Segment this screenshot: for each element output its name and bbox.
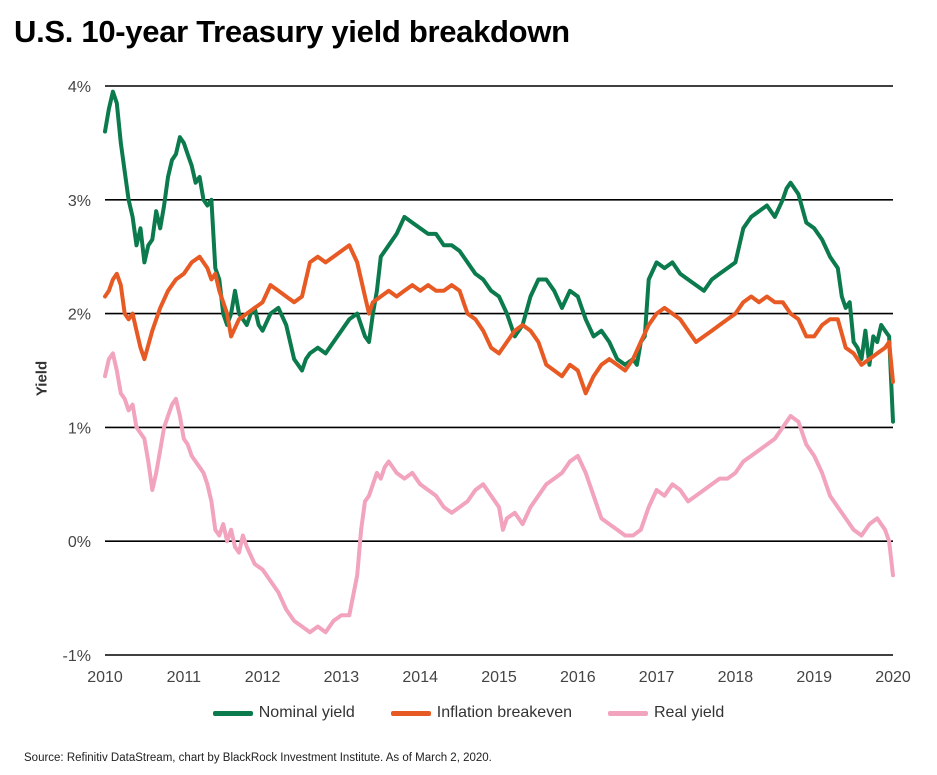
- series-line-1: [103, 243, 895, 396]
- x-tick-label: 2018: [718, 669, 754, 686]
- legend-item-real: Real yield: [607, 704, 725, 722]
- legend-swatch-real: [607, 710, 648, 716]
- x-tick-label: 2020: [875, 669, 911, 686]
- legend-label-inflation: Inflation breakeven: [436, 704, 572, 721]
- legend-item-inflation: Inflation breakeven: [390, 704, 572, 722]
- x-tick-labels: 2010 2011 2012 2013 2014 2015 2016 2017 2018 2019…: [87, 669, 911, 686]
- x-tick-label: 2011: [167, 669, 202, 686]
- x-tick-label: 2017: [639, 669, 675, 686]
- x-tick-label: 2016: [560, 669, 596, 686]
- series-line-0: [103, 89, 895, 424]
- legend: Nominal yield Inflation breakeven Real y…: [0, 704, 937, 722]
- legend-label-real: Real yield: [653, 704, 725, 721]
- x-tick-label: 2019: [796, 669, 832, 686]
- x-tick-label: 2013: [324, 669, 360, 686]
- x-tick-label: 2014: [402, 669, 438, 686]
- legend-swatch-inflation: [390, 710, 431, 716]
- y-tick-label: 0%: [68, 534, 91, 551]
- y-tick-label: 2%: [68, 307, 91, 324]
- series-line-2: [103, 351, 895, 635]
- legend-item-nominal: Nominal yield: [212, 704, 355, 722]
- chart-title: U.S. 10-year Treasury yield breakdown: [14, 14, 570, 49]
- y-tick-labels: 4% 3% 2% 1% 0% -1%: [63, 79, 91, 665]
- grid: [105, 85, 893, 656]
- source-note: Source: Refinitiv DataStream, chart by B…: [24, 752, 492, 764]
- y-tick-label: 4%: [68, 79, 91, 96]
- y-tick-label: 1%: [68, 420, 91, 437]
- series-lines: [103, 89, 895, 635]
- x-tick-label: 2015: [481, 669, 517, 686]
- legend-label-nominal: Nominal yield: [258, 704, 355, 721]
- y-tick-label: 3%: [68, 193, 91, 210]
- y-tick-label: -1%: [63, 648, 91, 665]
- x-tick-label: 2010: [87, 669, 123, 686]
- x-tick-label: 2012: [245, 669, 281, 686]
- legend-swatch-nominal: [212, 710, 253, 716]
